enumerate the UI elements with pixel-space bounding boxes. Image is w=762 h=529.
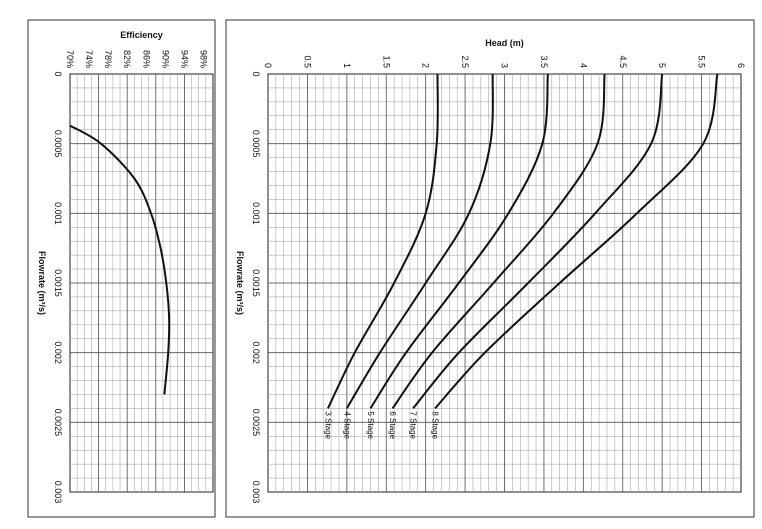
- series-line-3-stage: [326, 73, 439, 409]
- head-flow-tick-label: 0.001: [251, 202, 261, 225]
- head-grid: [267, 73, 742, 493]
- head-tick-label: 5.5: [697, 55, 707, 68]
- series-line-6-stage: [391, 73, 606, 409]
- series-line-8-stage: [434, 73, 719, 410]
- head-tick-label: 2.5: [460, 55, 470, 68]
- head-axis-title: Head (m): [485, 38, 524, 48]
- series-line-efficiency: [69, 124, 171, 395]
- head-flow-tick-label: 0: [251, 71, 261, 76]
- series-label-3-stage: 3 Stage: [323, 411, 332, 439]
- head-tick-label: 2: [421, 63, 431, 68]
- chart-labels: 0 0.5 1 1.5 2 2.5 3 3.5 4 4.5 5 5.5 6 70% 74% 78% 82% 86%…: [37, 30, 746, 503]
- efficiency-tick-label: 86%: [141, 50, 151, 68]
- efficiency-flow-tick-label: 0.0005: [53, 130, 63, 158]
- head-flow-tick-label: 0.0015: [251, 269, 261, 297]
- efficiency-flow-tick-label: 0.001: [53, 202, 63, 225]
- efficiency-grid: [69, 73, 214, 493]
- efficiency-tick-label: 70%: [65, 50, 75, 68]
- head-tick-label: 0: [263, 63, 273, 68]
- efficiency-tick-label: 90%: [160, 50, 170, 68]
- series-label-7-stage: 7 Stage: [409, 411, 418, 439]
- head-series: 3 Stage 4 Stage 5 Stage 6 Stage 7 Stage 8 Sta…: [323, 73, 719, 440]
- efficiency-tick-label: 98%: [198, 50, 208, 68]
- efficiency-flow-tick-label: 0.0025: [53, 409, 63, 437]
- head-tick-label: 1.5: [381, 55, 391, 68]
- series-label-5-stage: 5 Stage: [366, 411, 375, 439]
- head-tick-label: 3: [500, 63, 510, 68]
- efficiency-tick-label: 94%: [179, 50, 189, 68]
- efficiency-flow-tick-label: 0: [53, 71, 63, 76]
- efficiency-flow-tick-label: 0.0015: [53, 269, 63, 297]
- efficiency-panel-frame: [27, 19, 216, 518]
- series-line-4-stage: [345, 73, 494, 409]
- series-label-4-stage: 4 Stage: [342, 411, 351, 439]
- efficiency-tick-label: 74%: [84, 50, 94, 68]
- head-flow-tick-label: 0.003: [251, 481, 261, 504]
- series-line-7-stage: [412, 73, 664, 410]
- head-flow-tick-label: 0.0005: [251, 130, 261, 158]
- head-flow-tick-label: 0.0025: [251, 409, 261, 437]
- head-tick-label: 6: [736, 63, 746, 68]
- efficiency-flow-tick-label: 0.003: [53, 481, 63, 504]
- efficiency-flow-tick-label: 0.002: [53, 341, 63, 364]
- head-tick-label: 4: [578, 63, 588, 68]
- head-tick-label: 4.5: [618, 55, 628, 68]
- head-flow-tick-label: 0.002: [251, 341, 261, 364]
- head-tick-label: 0.5: [302, 55, 312, 68]
- head-tick-label: 5: [657, 63, 667, 68]
- head-panel-frame: [225, 19, 755, 518]
- series-line-5-stage: [369, 73, 549, 409]
- series-label-6-stage: 6 Stage: [388, 411, 397, 439]
- efficiency-tick-label: 82%: [122, 50, 132, 68]
- head-tick-label: 3.5: [539, 55, 549, 68]
- head-flow-axis-title: Flowrate (m³/s): [235, 251, 245, 315]
- efficiency-axis-title: Efficiency: [120, 30, 163, 40]
- efficiency-tick-label: 78%: [103, 50, 113, 68]
- series-label-8-stage: 8 Stage: [431, 411, 440, 439]
- head-tick-label: 1: [342, 63, 352, 68]
- efficiency-series: [69, 124, 171, 395]
- efficiency-flow-axis-title: Flowrate (m³/s): [37, 251, 47, 315]
